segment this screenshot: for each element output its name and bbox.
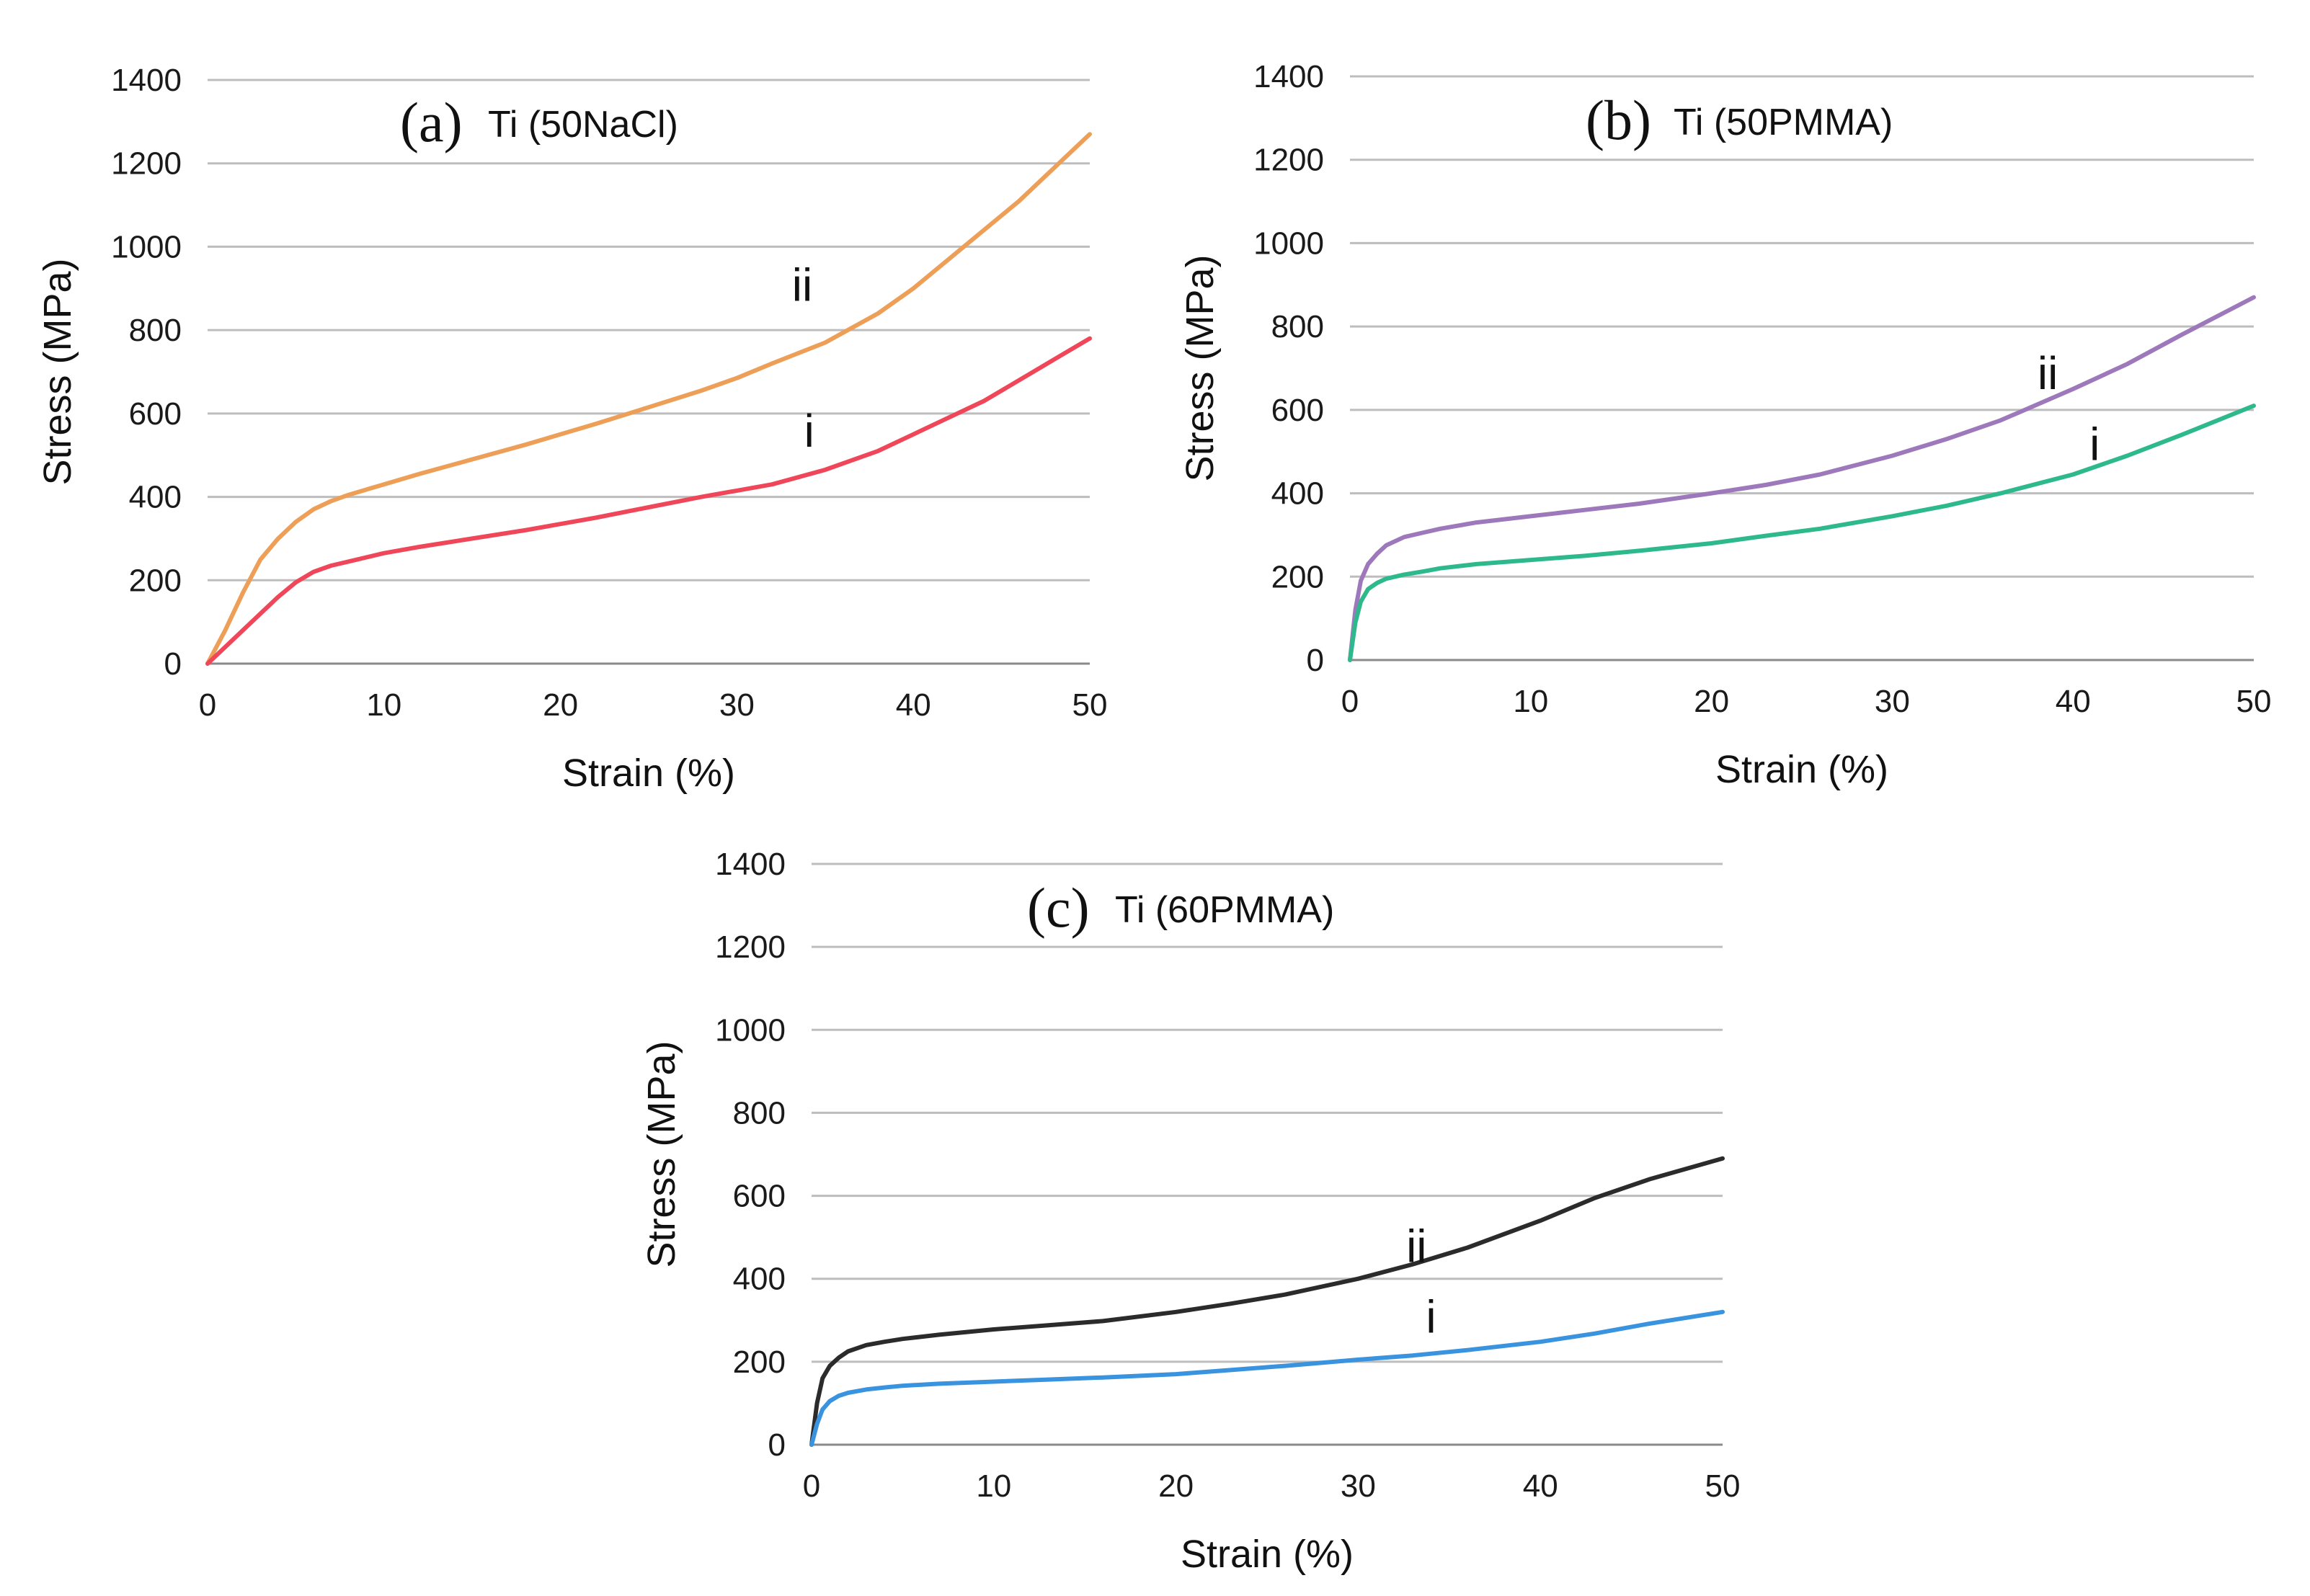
x-tick-label: 0 xyxy=(1341,684,1359,719)
curve-label-ii: ii xyxy=(792,259,812,311)
y-axis-label: Stress (MPa) xyxy=(640,1040,683,1267)
x-tick-label: 10 xyxy=(366,687,401,723)
x-tick-label: 50 xyxy=(1705,1468,1741,1504)
y-tick-label: 1200 xyxy=(1253,143,1324,178)
y-axis-label: Stress (MPa) xyxy=(1178,254,1222,481)
x-tick-label: 10 xyxy=(1513,684,1548,719)
series-line-i xyxy=(809,1309,1725,1447)
y-tick-label: 800 xyxy=(1271,309,1324,344)
x-tick-label: 20 xyxy=(1694,684,1729,719)
y-tick-label: 400 xyxy=(733,1262,786,1297)
x-tick-label: 0 xyxy=(199,687,216,723)
x-tick-label: 30 xyxy=(1875,684,1910,719)
x-tick-label: 40 xyxy=(2056,684,2091,719)
x-tick-label: 40 xyxy=(1523,1468,1558,1504)
x-tick-label: 20 xyxy=(543,687,578,723)
y-tick-label: 1400 xyxy=(111,63,182,98)
panel-title: Ti (60PMMA) xyxy=(1115,889,1334,931)
y-tick-label: 600 xyxy=(733,1179,786,1214)
x-tick-label: 30 xyxy=(719,687,755,723)
curve-label-ii: ii xyxy=(2038,347,2058,399)
chart-panel-1: 0 200 400 600 800 1000 1200 1400 0 10 20 30 40 50 Stra… xyxy=(36,63,1107,795)
y-tick-label: 400 xyxy=(129,480,182,515)
y-tick-label: 0 xyxy=(164,646,182,682)
y-tick-label: 200 xyxy=(129,563,182,598)
y-tick-label: 1200 xyxy=(715,929,786,965)
curve-label-i: i xyxy=(804,405,814,457)
x-axis-label: Strain (%) xyxy=(1715,748,1888,791)
series-line-ii xyxy=(1348,295,2256,662)
panel-title: Ti (50PMMA) xyxy=(1674,102,1893,143)
series-line-ii xyxy=(809,1156,1725,1447)
y-tick-label: 1400 xyxy=(715,847,786,882)
y-tick-label: 1000 xyxy=(715,1012,786,1048)
x-tick-label: 0 xyxy=(803,1468,820,1504)
y-tick-label: 400 xyxy=(1271,476,1324,512)
curve-label-i: i xyxy=(2089,418,2100,470)
y-tick-label: 0 xyxy=(1307,643,1324,678)
y-tick-label: 600 xyxy=(1271,393,1324,428)
series-line-i xyxy=(205,336,1092,666)
series-line-ii xyxy=(205,132,1092,666)
panel-letter: (b) xyxy=(1586,89,1651,151)
y-axis-label: Stress (MPa) xyxy=(36,258,79,485)
x-tick-label: 10 xyxy=(976,1468,1011,1504)
y-tick-label: 800 xyxy=(129,313,182,348)
y-tick-label: 200 xyxy=(733,1345,786,1380)
curve-label-ii: ii xyxy=(1406,1221,1426,1272)
y-tick-label: 0 xyxy=(768,1427,786,1463)
x-tick-label: 50 xyxy=(2236,684,2272,719)
x-tick-label: 40 xyxy=(896,687,931,723)
y-tick-label: 600 xyxy=(129,396,182,432)
x-axis-label: Strain (%) xyxy=(1181,1533,1354,1576)
panel-title: Ti (50NaCl) xyxy=(488,104,678,146)
x-tick-label: 50 xyxy=(1072,687,1108,723)
y-tick-label: 1400 xyxy=(1253,59,1324,94)
y-tick-label: 200 xyxy=(1271,559,1324,594)
x-tick-label: 20 xyxy=(1158,1468,1194,1504)
x-tick-label: 30 xyxy=(1341,1468,1376,1504)
x-axis-label: Strain (%) xyxy=(562,752,735,795)
panel-letter: (a) xyxy=(400,91,463,153)
chart-panel-2: 0 200 400 600 800 1000 1200 1400 0 10 20 30 40 50 Stra… xyxy=(1178,59,2271,791)
y-tick-label: 800 xyxy=(733,1095,786,1131)
y-tick-label: 1200 xyxy=(111,146,182,182)
y-tick-label: 1000 xyxy=(111,229,182,264)
curve-label-i: i xyxy=(1426,1291,1436,1343)
series-line-i xyxy=(1348,404,2256,662)
chart-panel-3: 0 200 400 600 800 1000 1200 1400 0 10 20 30 40 50 Stra… xyxy=(640,847,1740,1576)
y-tick-label: 1000 xyxy=(1253,226,1324,261)
panel-letter: (c) xyxy=(1027,876,1090,939)
